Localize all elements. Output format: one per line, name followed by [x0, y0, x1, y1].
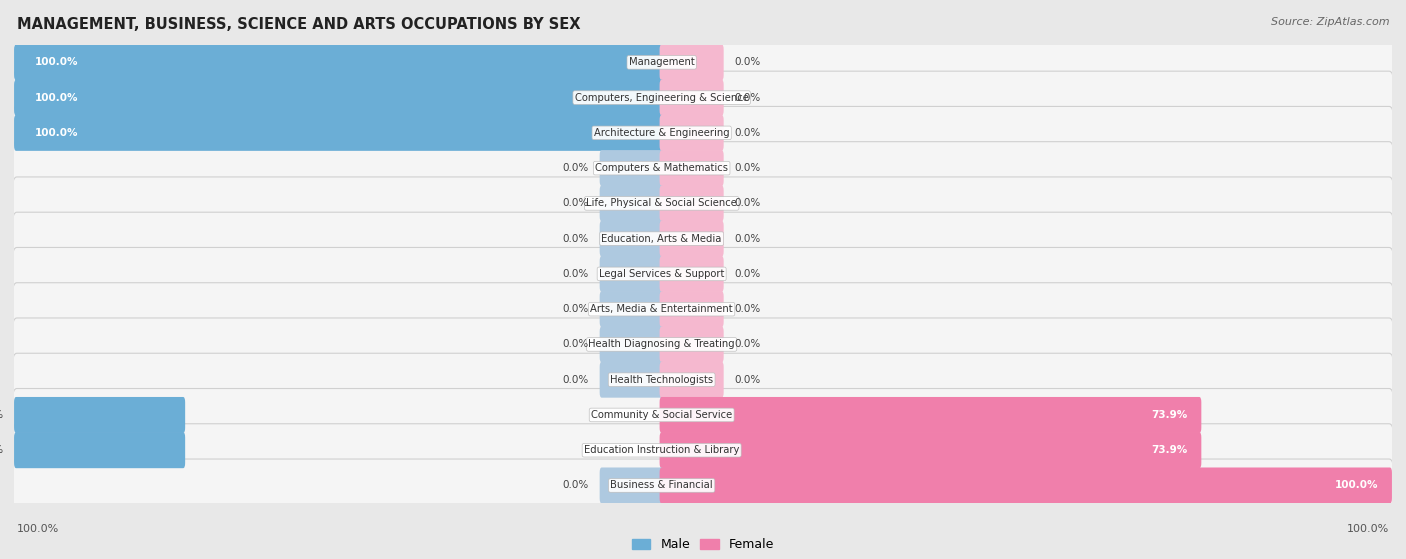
Text: 0.0%: 0.0%: [562, 339, 589, 349]
Text: 26.1%: 26.1%: [0, 445, 3, 455]
FancyBboxPatch shape: [659, 115, 724, 151]
FancyBboxPatch shape: [14, 432, 186, 468]
FancyBboxPatch shape: [599, 362, 664, 397]
FancyBboxPatch shape: [659, 326, 724, 362]
Text: 100.0%: 100.0%: [35, 128, 79, 138]
Text: Health Diagnosing & Treating: Health Diagnosing & Treating: [588, 339, 735, 349]
FancyBboxPatch shape: [13, 283, 1393, 335]
FancyBboxPatch shape: [13, 106, 1393, 159]
FancyBboxPatch shape: [659, 44, 724, 80]
Text: 100.0%: 100.0%: [35, 58, 79, 67]
Text: 0.0%: 0.0%: [735, 339, 761, 349]
FancyBboxPatch shape: [13, 141, 1393, 195]
Text: 100.0%: 100.0%: [1334, 481, 1378, 490]
FancyBboxPatch shape: [13, 71, 1393, 124]
Text: Legal Services & Support: Legal Services & Support: [599, 269, 724, 279]
Text: Life, Physical & Social Science: Life, Physical & Social Science: [586, 198, 737, 209]
Text: 0.0%: 0.0%: [735, 93, 761, 103]
FancyBboxPatch shape: [599, 221, 664, 257]
Text: 0.0%: 0.0%: [735, 304, 761, 314]
Text: Community & Social Service: Community & Social Service: [591, 410, 733, 420]
Text: Arts, Media & Entertainment: Arts, Media & Entertainment: [591, 304, 733, 314]
FancyBboxPatch shape: [13, 177, 1393, 230]
FancyBboxPatch shape: [14, 44, 664, 80]
FancyBboxPatch shape: [13, 459, 1393, 512]
FancyBboxPatch shape: [659, 186, 724, 221]
Text: Education, Arts & Media: Education, Arts & Media: [602, 234, 721, 244]
Text: Business & Financial: Business & Financial: [610, 481, 713, 490]
Text: 100.0%: 100.0%: [1347, 524, 1389, 534]
FancyBboxPatch shape: [14, 115, 664, 151]
FancyBboxPatch shape: [14, 397, 186, 433]
Text: Health Technologists: Health Technologists: [610, 375, 713, 385]
FancyBboxPatch shape: [599, 467, 664, 504]
Text: 0.0%: 0.0%: [735, 163, 761, 173]
FancyBboxPatch shape: [13, 424, 1393, 477]
Text: Education Instruction & Library: Education Instruction & Library: [583, 445, 740, 455]
FancyBboxPatch shape: [659, 221, 724, 257]
FancyBboxPatch shape: [659, 291, 724, 327]
FancyBboxPatch shape: [659, 256, 724, 292]
Text: 0.0%: 0.0%: [735, 198, 761, 209]
FancyBboxPatch shape: [659, 432, 1201, 468]
Text: 0.0%: 0.0%: [735, 375, 761, 385]
FancyBboxPatch shape: [599, 150, 664, 186]
Text: 0.0%: 0.0%: [562, 234, 589, 244]
Text: 73.9%: 73.9%: [1152, 410, 1188, 420]
Text: 0.0%: 0.0%: [735, 58, 761, 67]
FancyBboxPatch shape: [659, 150, 724, 186]
Text: 0.0%: 0.0%: [562, 375, 589, 385]
Text: Computers, Engineering & Science: Computers, Engineering & Science: [575, 93, 748, 103]
FancyBboxPatch shape: [659, 397, 1201, 433]
Text: 0.0%: 0.0%: [562, 481, 589, 490]
FancyBboxPatch shape: [13, 389, 1393, 442]
Text: 73.9%: 73.9%: [1152, 445, 1188, 455]
FancyBboxPatch shape: [659, 467, 1392, 504]
FancyBboxPatch shape: [659, 79, 724, 116]
Text: 0.0%: 0.0%: [735, 269, 761, 279]
FancyBboxPatch shape: [13, 212, 1393, 265]
Text: 100.0%: 100.0%: [17, 524, 59, 534]
Text: Management: Management: [628, 58, 695, 67]
Text: Source: ZipAtlas.com: Source: ZipAtlas.com: [1271, 17, 1389, 27]
Text: 0.0%: 0.0%: [562, 304, 589, 314]
Text: 100.0%: 100.0%: [35, 93, 79, 103]
Text: 0.0%: 0.0%: [735, 128, 761, 138]
Text: 0.0%: 0.0%: [562, 198, 589, 209]
FancyBboxPatch shape: [13, 248, 1393, 300]
FancyBboxPatch shape: [599, 291, 664, 327]
FancyBboxPatch shape: [14, 79, 664, 116]
Legend: Male, Female: Male, Female: [627, 533, 779, 556]
Text: MANAGEMENT, BUSINESS, SCIENCE AND ARTS OCCUPATIONS BY SEX: MANAGEMENT, BUSINESS, SCIENCE AND ARTS O…: [17, 17, 581, 32]
Text: 0.0%: 0.0%: [735, 234, 761, 244]
FancyBboxPatch shape: [599, 256, 664, 292]
FancyBboxPatch shape: [13, 318, 1393, 371]
Text: 26.1%: 26.1%: [0, 410, 3, 420]
FancyBboxPatch shape: [599, 326, 664, 362]
FancyBboxPatch shape: [599, 186, 664, 221]
Text: Computers & Mathematics: Computers & Mathematics: [595, 163, 728, 173]
FancyBboxPatch shape: [13, 353, 1393, 406]
FancyBboxPatch shape: [13, 36, 1393, 89]
Text: 0.0%: 0.0%: [562, 269, 589, 279]
Text: Architecture & Engineering: Architecture & Engineering: [593, 128, 730, 138]
Text: 0.0%: 0.0%: [562, 163, 589, 173]
FancyBboxPatch shape: [659, 362, 724, 397]
